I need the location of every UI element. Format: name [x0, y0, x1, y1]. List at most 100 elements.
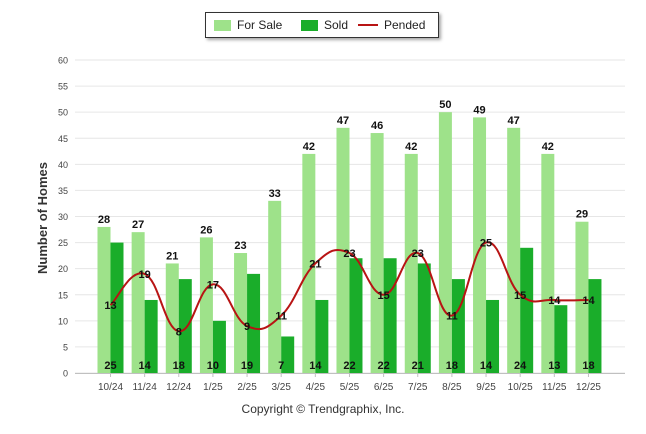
data-label-for-sale-10/24: 28	[98, 214, 110, 226]
data-label-pended-10/24: 13	[104, 300, 116, 312]
data-label-pended-12/25: 14	[582, 295, 595, 307]
data-label-for-sale-10/25: 47	[508, 115, 520, 127]
data-label-pended-5/25: 23	[343, 248, 355, 260]
bar-sold-10/24	[110, 242, 124, 373]
data-label-sold-3/25: 7	[278, 360, 284, 372]
data-label-for-sale-11/25: 42	[542, 141, 554, 153]
data-label-pended-7/25: 23	[412, 248, 424, 260]
data-label-sold-12/25: 18	[582, 360, 594, 372]
bar-sold-5/25	[349, 258, 363, 373]
bar-for-sale-4/25	[302, 153, 316, 373]
bar-sold-7/25	[417, 263, 431, 373]
data-label-sold-8/25: 18	[446, 360, 458, 372]
line-pended	[109, 241, 589, 333]
bar-for-sale-3/25	[268, 200, 282, 373]
x-tick-label-10/25: 10/25	[508, 382, 533, 393]
legend-label-for-sale: For Sale	[237, 18, 283, 32]
data-label-sold-12/24: 18	[173, 360, 185, 372]
legend-label-pended: Pended	[384, 18, 426, 32]
data-label-sold-5/25: 22	[343, 360, 355, 372]
legend-label-sold: Sold	[324, 18, 349, 32]
data-label-for-sale-7/25: 42	[405, 141, 417, 153]
y-tick-label-55: 55	[58, 82, 68, 92]
bar-sold-4/25	[315, 299, 329, 373]
data-label-sold-9/25: 14	[480, 360, 493, 372]
y-tick-label-50: 50	[58, 108, 68, 118]
x-tick-label-8/25: 8/25	[442, 382, 462, 393]
bar-sold-12/25	[588, 279, 602, 373]
bar-sold-9/25	[486, 299, 500, 373]
legend-swatch-pended	[358, 24, 378, 26]
x-tick-label-10/24: 10/24	[98, 382, 123, 393]
data-label-for-sale-9/25: 49	[473, 104, 485, 116]
data-label-for-sale-6/25: 46	[371, 120, 383, 132]
x-tick-label-7/25: 7/25	[408, 382, 428, 393]
data-label-sold-1/25: 10	[207, 360, 219, 372]
data-label-pended-4/25: 21	[309, 258, 321, 270]
y-tick-label-0: 0	[63, 369, 68, 379]
x-tick-label-11/25: 11/25	[542, 382, 567, 393]
x-tick-label-1/25: 1/25	[203, 382, 223, 393]
bar-for-sale-11/24	[131, 232, 145, 373]
bar-for-sale-6/25	[370, 133, 384, 373]
bar-sold-2/25	[247, 273, 261, 373]
data-label-for-sale-12/25: 29	[576, 209, 588, 221]
data-label-for-sale-11/24: 27	[132, 219, 144, 231]
data-label-for-sale-8/25: 50	[439, 99, 451, 111]
data-label-pended-10/25: 15	[514, 290, 526, 302]
bar-for-sale-8/25	[438, 112, 452, 374]
x-tick-label-3/25: 3/25	[271, 382, 291, 393]
x-tick-label-12/24: 12/24	[166, 382, 191, 393]
x-tick-label-5/25: 5/25	[340, 382, 360, 393]
bar-sold-11/25	[554, 305, 568, 373]
legend-item-pended[interactable]: Pended	[358, 13, 425, 37]
x-tick-label-12/25: 12/25	[576, 382, 601, 393]
data-label-for-sale-12/24: 21	[166, 250, 178, 262]
bar-for-sale-1/25	[199, 237, 213, 373]
data-label-sold-4/25: 14	[309, 360, 322, 372]
data-label-sold-10/25: 24	[514, 360, 527, 372]
data-label-pended-9/25: 25	[480, 238, 492, 250]
bar-for-sale-10/24	[97, 226, 111, 373]
bar-sold-11/24	[144, 299, 158, 373]
bar-sold-8/25	[451, 279, 465, 373]
bar-for-sale-11/25	[541, 153, 555, 373]
y-tick-label-60: 60	[58, 56, 68, 66]
data-label-for-sale-4/25: 42	[303, 141, 315, 153]
legend-item-sold[interactable]: Sold	[301, 13, 348, 37]
x-tick-label-4/25: 4/25	[306, 382, 326, 393]
y-tick-label-10: 10	[58, 316, 68, 326]
data-label-sold-2/25: 19	[241, 360, 253, 372]
x-tick-label-6/25: 6/25	[374, 382, 394, 393]
y-tick-label-5: 5	[63, 342, 68, 352]
y-axis-label: Number of Homes	[35, 162, 50, 274]
data-label-for-sale-5/25: 47	[337, 115, 349, 127]
data-label-for-sale-2/25: 23	[234, 240, 246, 252]
bar-sold-3/25	[281, 336, 295, 373]
legend: For Sale Sold Pended	[205, 12, 439, 38]
x-tick-label-9/25: 9/25	[476, 382, 496, 393]
copyright-text: Copyright © Trendgraphix, Inc.	[241, 402, 405, 416]
x-tick-label-11/24: 11/24	[132, 382, 157, 393]
data-label-pended-11/25: 14	[548, 295, 561, 307]
bar-sold-12/24	[178, 279, 192, 373]
y-tick-label-20: 20	[58, 264, 68, 274]
data-label-sold-11/25: 13	[548, 360, 560, 372]
data-label-sold-6/25: 22	[377, 360, 389, 372]
bar-sold-6/25	[383, 258, 397, 373]
legend-swatch-for-sale	[214, 19, 231, 31]
data-label-pended-3/25: 11	[275, 311, 287, 323]
bar-for-sale-12/25	[575, 221, 589, 373]
y-tick-label-30: 30	[58, 212, 68, 222]
y-tick-label-45: 45	[58, 134, 68, 144]
legend-item-for-sale[interactable]: For Sale	[214, 13, 282, 37]
legend-swatch-sold	[301, 19, 318, 31]
data-label-sold-7/25: 21	[412, 360, 424, 372]
data-label-pended-12/24: 8	[176, 326, 182, 338]
data-label-pended-1/25: 17	[207, 279, 219, 291]
bar-for-sale-7/25	[404, 153, 418, 373]
data-label-sold-10/24: 25	[104, 360, 116, 372]
data-label-for-sale-1/25: 26	[200, 224, 212, 236]
data-label-pended-11/24: 19	[139, 269, 151, 281]
